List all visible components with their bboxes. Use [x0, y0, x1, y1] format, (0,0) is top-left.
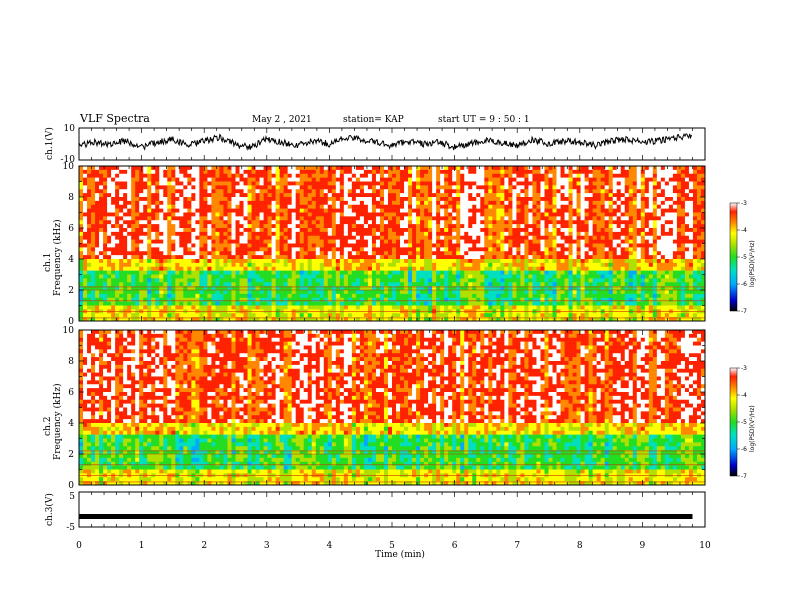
ch1-waveform-trace: [78, 133, 692, 151]
ch3-waveform-trace: [79, 514, 693, 519]
time-tick-label: 2: [201, 541, 207, 551]
time-tick-label: 4: [327, 541, 333, 551]
ch2-colorbar-label: log(PSD)(V²/Hz): [749, 405, 756, 452]
ch2-colorbar: -3 -4 -5 -6 -7 log(PSD)(V²/Hz): [729, 365, 756, 480]
colorbar-tick-label: -4: [741, 392, 747, 399]
ch1-spectrogram-image: [79, 166, 706, 322]
spectrogram-ytick-label: 6: [68, 224, 74, 234]
ch1-ytick-top: 10: [64, 124, 76, 134]
time-axis-ticks: 0 1 2 3 4 5 6 7 8 9 10: [76, 541, 711, 551]
ch1-spectrogram-ylabel-channel: ch.1: [43, 253, 53, 272]
ch3-ytick-bottom: -5: [66, 523, 75, 533]
spectrogram-ytick-label: 2: [68, 450, 74, 460]
time-tick-label: 7: [514, 541, 520, 551]
colorbar-tick-label: -7: [741, 308, 747, 315]
spectrogram-ytick-label: 2: [68, 286, 74, 296]
spectrogram-ytick-label: 8: [68, 193, 74, 203]
ch3-waveform-ylabel: ch.3(V): [44, 493, 55, 526]
ch1-waveform-ylabel: ch.1(V): [44, 127, 55, 160]
time-tick-label: 8: [577, 541, 583, 551]
ch2-spectrogram-ylabel-frequency: Frequency (kHz): [52, 383, 63, 460]
ch1-spectrogram-yticks: 0 2 4 6 8 10: [63, 162, 75, 327]
spectrogram-ytick-label: 8: [68, 357, 74, 367]
station-label: station= KAP: [343, 115, 404, 125]
spectrogram-ytick-label: 10: [63, 162, 75, 172]
time-axis-label: Time (min): [375, 549, 425, 560]
ch3-ytick-top: 5: [69, 492, 75, 502]
axis-ticks: [78, 128, 706, 527]
spectrogram-ytick-label: 4: [68, 419, 74, 429]
ch2-spectrogram-ylabel-channel: ch.2: [43, 417, 53, 436]
spectrogram-ytick-label: 0: [68, 317, 74, 327]
colorbar-tick-label: -6: [741, 446, 747, 453]
time-tick-label: 1: [139, 541, 145, 551]
colorbar-tick-label: -5: [741, 419, 747, 426]
colorbar-tick-label: -7: [741, 473, 747, 480]
time-tick-label: 9: [640, 541, 646, 551]
spectrogram-ytick-label: 0: [68, 481, 74, 491]
colorbar-tick-label: -5: [741, 254, 747, 261]
colorbar-tick-label: -6: [741, 281, 747, 288]
ch1-ytick-bottom: -10: [61, 155, 76, 165]
ch3-waveform-frame: [78, 491, 706, 528]
time-tick-label: 6: [452, 541, 458, 551]
figure-title: VLF Spectra: [79, 112, 150, 125]
spectrogram-ytick-label: 4: [68, 255, 74, 265]
time-tick-label: 5: [389, 541, 395, 551]
spectrogram-ytick-label: 6: [68, 388, 74, 398]
ch1-colorbar-label: log(PSD)(V²/Hz): [749, 240, 756, 287]
ch2-spectrogram-image: [79, 330, 706, 486]
colorbar-tick-label: -3: [741, 200, 747, 207]
time-tick-label: 0: [76, 541, 82, 551]
date-label: May 2 , 2021: [252, 115, 312, 125]
colorbar-tick-label: -3: [741, 365, 747, 372]
time-tick-label: 10: [699, 541, 711, 551]
ch1-spectrogram-ylabel-frequency: Frequency (kHz): [52, 219, 63, 296]
spectrogram-ytick-label: 10: [63, 326, 75, 336]
start-time-label: start UT = 9 : 50 : 1: [438, 115, 530, 125]
ch1-colorbar: -3 -4 -5 -6 -7 log(PSD)(V²/Hz): [729, 200, 756, 315]
colorbar-tick-label: -4: [741, 227, 747, 234]
time-tick-label: 3: [264, 541, 270, 551]
ch2-spectrogram-yticks: 0 2 4 6 8 10: [63, 326, 75, 491]
